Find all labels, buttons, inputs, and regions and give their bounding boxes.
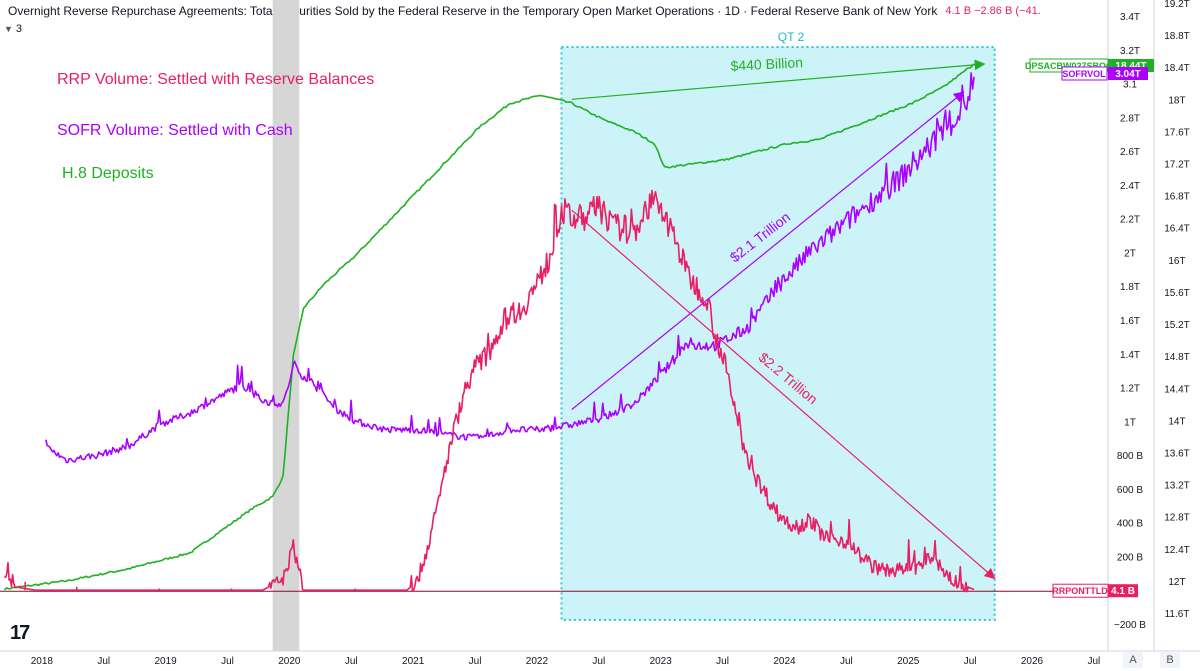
- indicators-toggle[interactable]: ▼ 3: [4, 23, 22, 35]
- sofr-tag-name: SOFRVOL: [1062, 69, 1106, 79]
- right-axis-tick-label: 12T: [1168, 577, 1185, 588]
- sofr-tag-value-box: [1108, 67, 1148, 80]
- left-axis-tick-label: 3.4T: [1120, 12, 1140, 23]
- x-axis-tick-label: 2023: [650, 656, 673, 667]
- x-axis-tick-label: 2025: [897, 656, 920, 667]
- right-axis-tick-label: 16T: [1168, 256, 1185, 267]
- x-axis-panel: [0, 651, 1200, 671]
- left-axis-tick-label: 600 B: [1117, 485, 1143, 496]
- chevron-down-icon: ▼: [4, 24, 13, 34]
- left-axis-tick-label: 2T: [1124, 248, 1136, 259]
- right-axis-tick-label: 14.4T: [1164, 384, 1190, 395]
- left-axis-tick-label: 1.8T: [1120, 282, 1140, 293]
- x-axis-tick-label: 2019: [154, 656, 177, 667]
- left-axis-tick-label: −200 B: [1114, 620, 1146, 631]
- right-axis-tick-label: 13.2T: [1164, 481, 1190, 492]
- x-axis-tick-label: Jul: [97, 656, 110, 667]
- x-axis-tick-label: Jul: [716, 656, 729, 667]
- right-axis-tick-label: 17.2T: [1164, 160, 1190, 171]
- right-axis-tick-label: 16.4T: [1164, 224, 1190, 235]
- right-axis-tick-label: 18.4T: [1164, 63, 1190, 74]
- x-axis-tick-label: Jul: [840, 656, 853, 667]
- x-axis-tick-label: Jul: [592, 656, 605, 667]
- qt2-label: QT 2: [778, 30, 805, 44]
- left-axis-tick-label: 2.4T: [1120, 181, 1140, 192]
- rrp-legend-label: RRP Volume: Settled with Reserve Balance…: [57, 71, 374, 88]
- rrp-tag-value-box: [1108, 584, 1138, 598]
- right-axis-tick-label: 18T: [1168, 95, 1185, 106]
- left-axis-tick-label: 1.2T: [1120, 384, 1140, 395]
- rrp-trend-arrow: [571, 209, 996, 580]
- tradingview-logo: 17: [10, 622, 30, 644]
- recession-band: [272, 0, 300, 651]
- x-axis-tick-label: Jul: [1087, 656, 1100, 667]
- right-axis-tick-label: 12.4T: [1164, 545, 1190, 556]
- indicator-count: 3: [15, 23, 23, 35]
- deposits-change-label: $440 Billion: [730, 54, 803, 74]
- left-axis-tick-label: 2.2T: [1120, 215, 1140, 226]
- sofr-trend-arrow: [571, 91, 965, 410]
- right-axis-tick-label: 12.8T: [1164, 513, 1190, 524]
- left-axis-tick-label: 200 B: [1117, 552, 1143, 563]
- right-axis-tick-label: 14T: [1168, 416, 1185, 427]
- x-axis-tick-label: 2021: [402, 656, 425, 667]
- deposits-trend-arrow: [571, 59, 986, 100]
- chart-title[interactable]: Overnight Reverse Repurchase Agreements:…: [8, 4, 938, 18]
- x-axis-tick-label: 2024: [773, 656, 796, 667]
- last-value: 4.1 B −2.86 B (−41.06%): [945, 5, 1040, 17]
- right-axis-tick-label: 11.6T: [1165, 609, 1190, 620]
- rrp-tag-value: 4.1 B: [1111, 586, 1135, 597]
- left-axis-tick-label: 1.6T: [1120, 316, 1140, 327]
- left-axis-tick-label: 2.6T: [1120, 147, 1140, 158]
- h8-tag-name: DPSACBW027SBOG: [1025, 61, 1113, 71]
- x-axis-tick-label: Jul: [221, 656, 234, 667]
- right-axis-tick-label: 18.8T: [1164, 31, 1190, 42]
- sofr-tag-name-box: [1061, 66, 1108, 81]
- right-axis-tick-label: 19.2T: [1164, 0, 1190, 10]
- left-axis-tick-label: 800 B: [1117, 451, 1143, 462]
- x-axis-tick-label: 2020: [278, 656, 301, 667]
- right-axis-tick-label: 13.6T: [1164, 448, 1190, 459]
- x-axis-tick-label: Jul: [345, 656, 358, 667]
- rrp-volume-line: [4, 189, 975, 593]
- sofr-legend-label: SOFR Volume: Settled with Cash: [57, 122, 293, 139]
- sofr-tag-value: 3.04T: [1115, 69, 1141, 80]
- left-axis-tick-label: 400 B: [1117, 519, 1143, 530]
- x-axis-tick-label: 2018: [31, 656, 54, 667]
- left-axis-tick-label: 1.4T: [1120, 350, 1140, 361]
- left-axis-tick-label: 1T: [1124, 417, 1136, 428]
- h8-tag-value: 18.44T: [1115, 61, 1146, 72]
- qt2-shaded-region: [560, 46, 996, 621]
- right-axis-tick-label: 15.6T: [1164, 288, 1190, 299]
- left-axis-tick-label: 3.2T: [1120, 46, 1140, 57]
- left-axis-tick-label: 3.1: [1123, 80, 1137, 91]
- auto-scale-button[interactable]: A: [1123, 652, 1143, 668]
- chart-header: Overnight Reverse Repurchase Agreements:…: [0, 0, 1040, 22]
- right-axis-tick-label: 17.6T: [1164, 127, 1190, 138]
- x-axis-tick-label: 2026: [1021, 656, 1044, 667]
- h8-deposits-line: [3, 63, 975, 591]
- x-axis-tick-label: Jul: [469, 656, 482, 667]
- log-scale-button[interactable]: B: [1160, 652, 1180, 668]
- right-axis-tick-label: 14.8T: [1164, 352, 1190, 363]
- x-axis-tick-label: 2022: [526, 656, 549, 667]
- x-axis-tick-label: Jul: [964, 656, 977, 667]
- h8-legend-label: H.8 Deposits: [62, 165, 154, 182]
- sofr-volume-line: [45, 72, 975, 464]
- rrp-tag-name: RRPONTTLD: [1052, 586, 1108, 596]
- right-axis-tick-label: 16.8T: [1164, 192, 1190, 203]
- left-axis-tick-label: 2.8T: [1120, 113, 1140, 124]
- right-axis-tick-label: 15.2T: [1164, 320, 1190, 331]
